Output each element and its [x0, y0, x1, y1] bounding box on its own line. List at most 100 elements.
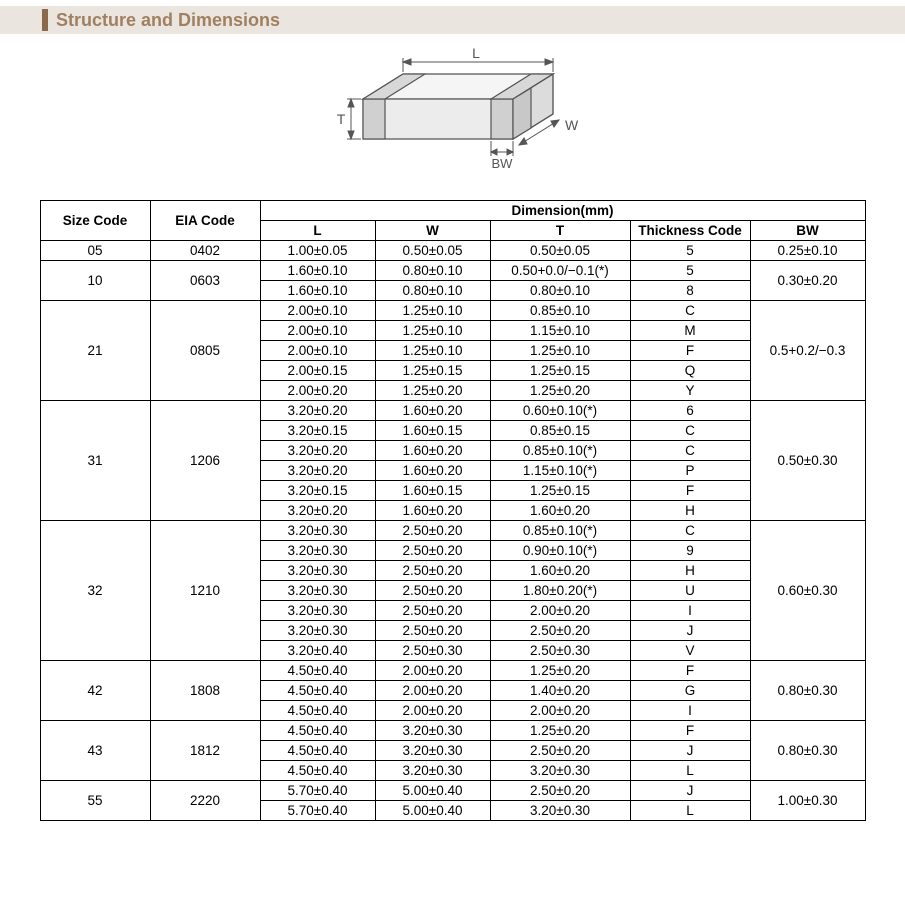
- section-header: Structure and Dimensions: [0, 6, 905, 34]
- cell-TC: F: [630, 481, 750, 501]
- cell-L: 2.00±0.10: [260, 341, 375, 361]
- cell-TC: F: [630, 661, 750, 681]
- cell-T: 1.25±0.15: [490, 481, 630, 501]
- cell-L: 3.20±0.20: [260, 461, 375, 481]
- cell-T: 0.90±0.10(*): [490, 541, 630, 561]
- cell-TC: P: [630, 461, 750, 481]
- cell-TC: U: [630, 581, 750, 601]
- cell-T: 2.50±0.20: [490, 741, 630, 761]
- cell-L: 4.50±0.40: [260, 721, 375, 741]
- cell-T: 2.50±0.20: [490, 781, 630, 801]
- cell-TC: J: [630, 741, 750, 761]
- cell-TC: V: [630, 641, 750, 661]
- cell-W: 2.00±0.20: [375, 661, 490, 681]
- cell-size-code: 31: [40, 401, 150, 521]
- cell-BW: 0.5+0.2/−0.3: [750, 301, 865, 401]
- cell-W: 1.25±0.10: [375, 301, 490, 321]
- cell-TC: 6: [630, 401, 750, 421]
- cell-size-code: 05: [40, 241, 150, 261]
- cell-W: 2.50±0.20: [375, 601, 490, 621]
- dimensions-table: Size Code EIA Code Dimension(mm) L W T T…: [40, 200, 866, 821]
- cell-T: 1.15±0.10(*): [490, 461, 630, 481]
- cell-L: 5.70±0.40: [260, 801, 375, 821]
- cell-W: 0.80±0.10: [375, 281, 490, 301]
- cell-W: 3.20±0.30: [375, 741, 490, 761]
- table-row: 3112063.20±0.201.60±0.200.60±0.10(*)60.5…: [40, 401, 865, 421]
- table-row: 4218084.50±0.402.00±0.201.25±0.20F0.80±0…: [40, 661, 865, 681]
- cell-W: 1.25±0.10: [375, 341, 490, 361]
- cell-TC: F: [630, 721, 750, 741]
- cell-W: 2.50±0.20: [375, 521, 490, 541]
- cell-T: 1.25±0.20: [490, 661, 630, 681]
- cell-T: 0.85±0.10: [490, 301, 630, 321]
- cell-T: 0.60±0.10(*): [490, 401, 630, 421]
- cell-TC: H: [630, 561, 750, 581]
- cell-W: 1.25±0.15: [375, 361, 490, 381]
- cell-T: 0.80±0.10: [490, 281, 630, 301]
- cell-size-code: 32: [40, 521, 150, 661]
- cell-L: 3.20±0.30: [260, 621, 375, 641]
- cell-W: 2.50±0.20: [375, 541, 490, 561]
- cell-eia-code: 0603: [150, 261, 260, 301]
- cell-L: 2.00±0.10: [260, 321, 375, 341]
- cell-TC: J: [630, 621, 750, 641]
- cell-T: 3.20±0.30: [490, 761, 630, 781]
- cell-L: 3.20±0.30: [260, 521, 375, 541]
- cell-L: 1.60±0.10: [260, 261, 375, 281]
- cell-TC: F: [630, 341, 750, 361]
- cell-TC: J: [630, 781, 750, 801]
- col-T: T: [490, 221, 630, 241]
- cell-TC: G: [630, 681, 750, 701]
- cell-L: 4.50±0.40: [260, 681, 375, 701]
- cell-L: 1.00±0.05: [260, 241, 375, 261]
- cell-T: 1.25±0.20: [490, 381, 630, 401]
- cell-size-code: 43: [40, 721, 150, 781]
- cell-L: 3.20±0.40: [260, 641, 375, 661]
- cell-T: 1.40±0.20: [490, 681, 630, 701]
- cell-TC: Q: [630, 361, 750, 381]
- cell-eia-code: 1206: [150, 401, 260, 521]
- cell-TC: C: [630, 441, 750, 461]
- cell-T: 0.85±0.10(*): [490, 441, 630, 461]
- cell-T: 0.85±0.10(*): [490, 521, 630, 541]
- cell-W: 2.00±0.20: [375, 681, 490, 701]
- cell-W: 2.00±0.20: [375, 701, 490, 721]
- cell-BW: 1.00±0.30: [750, 781, 865, 821]
- cell-L: 3.20±0.30: [260, 561, 375, 581]
- label-L: L: [472, 45, 480, 61]
- col-BW: BW: [750, 221, 865, 241]
- table-row: 4318124.50±0.403.20±0.301.25±0.20F0.80±0…: [40, 721, 865, 741]
- cell-T: 2.50±0.30: [490, 641, 630, 661]
- cell-size-code: 10: [40, 261, 150, 301]
- cell-L: 3.20±0.30: [260, 601, 375, 621]
- cell-TC: L: [630, 801, 750, 821]
- table-body: 0504021.00±0.050.50±0.050.50±0.0550.25±0…: [40, 241, 865, 821]
- table-row: 3212103.20±0.302.50±0.200.85±0.10(*)C0.6…: [40, 521, 865, 541]
- cell-TC: 5: [630, 241, 750, 261]
- cell-eia-code: 1808: [150, 661, 260, 721]
- cell-eia-code: 0805: [150, 301, 260, 401]
- label-T: T: [336, 111, 345, 127]
- cell-TC: C: [630, 301, 750, 321]
- col-dimension: Dimension(mm): [260, 201, 865, 221]
- cell-W: 1.60±0.20: [375, 501, 490, 521]
- cell-TC: L: [630, 761, 750, 781]
- cell-L: 5.70±0.40: [260, 781, 375, 801]
- cell-TC: I: [630, 601, 750, 621]
- cell-eia-code: 2220: [150, 781, 260, 821]
- cell-L: 2.00±0.15: [260, 361, 375, 381]
- cell-T: 1.15±0.10: [490, 321, 630, 341]
- cell-size-code: 21: [40, 301, 150, 401]
- cell-size-code: 55: [40, 781, 150, 821]
- label-W: W: [565, 117, 579, 133]
- col-eia-code: EIA Code: [150, 201, 260, 241]
- cell-W: 3.20±0.30: [375, 721, 490, 741]
- cell-T: 0.50±0.05: [490, 241, 630, 261]
- cell-W: 5.00±0.40: [375, 801, 490, 821]
- cell-L: 3.20±0.15: [260, 481, 375, 501]
- table-row: 1006031.60±0.100.80±0.100.50+0.0/−0.1(*)…: [40, 261, 865, 281]
- cell-W: 1.25±0.20: [375, 381, 490, 401]
- cell-T: 2.50±0.20: [490, 621, 630, 641]
- cell-T: 1.25±0.10: [490, 341, 630, 361]
- cell-W: 3.20±0.30: [375, 761, 490, 781]
